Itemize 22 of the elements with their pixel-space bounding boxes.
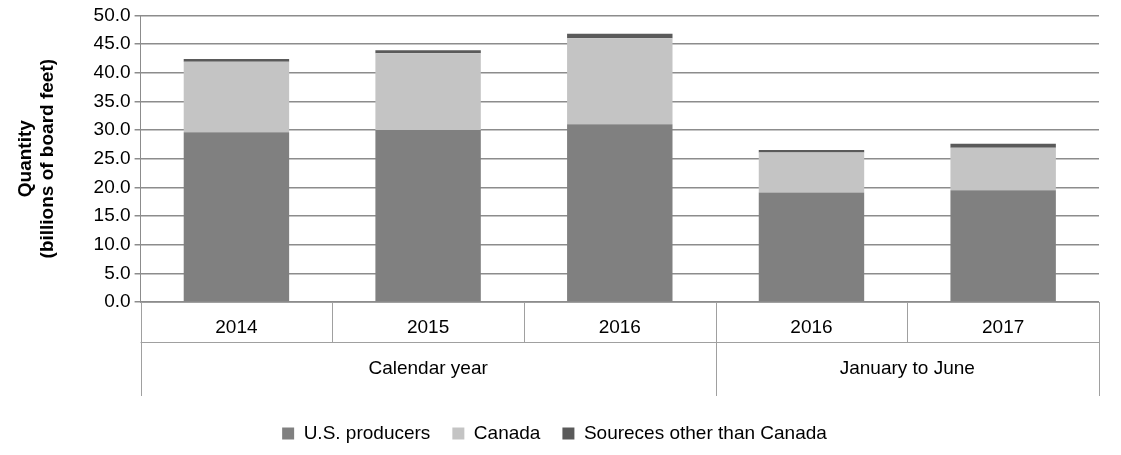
text: Calendar year (368, 357, 489, 379)
x-tick-label: 2016 (790, 315, 833, 337)
legend-label: U.S. producers (303, 421, 431, 443)
legend-label: Canada (473, 421, 541, 443)
y-tick-label: 20.0 (93, 175, 131, 197)
y-tick-label: 0.0 (104, 290, 131, 312)
x-tick-label: 2016 (598, 315, 641, 337)
y-tick-label: 15.0 (93, 204, 131, 226)
y-tick-label: 10.0 (93, 232, 131, 254)
y-axis-title: Quantity (billions of board feet) (13, 58, 58, 259)
y-tick-label: 40.0 (93, 60, 131, 82)
y-tick-label: 45.0 (93, 32, 131, 54)
y-tick-label: 5.0 (104, 261, 131, 283)
text: January to June (839, 357, 975, 379)
x-tick-label: 2014 (215, 315, 258, 337)
x-tick-label: 2015 (406, 315, 450, 337)
x-tick-label: 2017 (982, 315, 1025, 337)
y-tick-label: 50.0 (93, 3, 131, 25)
y-tick-label: 25.0 (93, 146, 131, 168)
y-tick-label: 30.0 (93, 118, 131, 140)
legend-label: Soureces other than Canada (583, 421, 828, 443)
y-tick-label: 35.0 (93, 89, 131, 111)
